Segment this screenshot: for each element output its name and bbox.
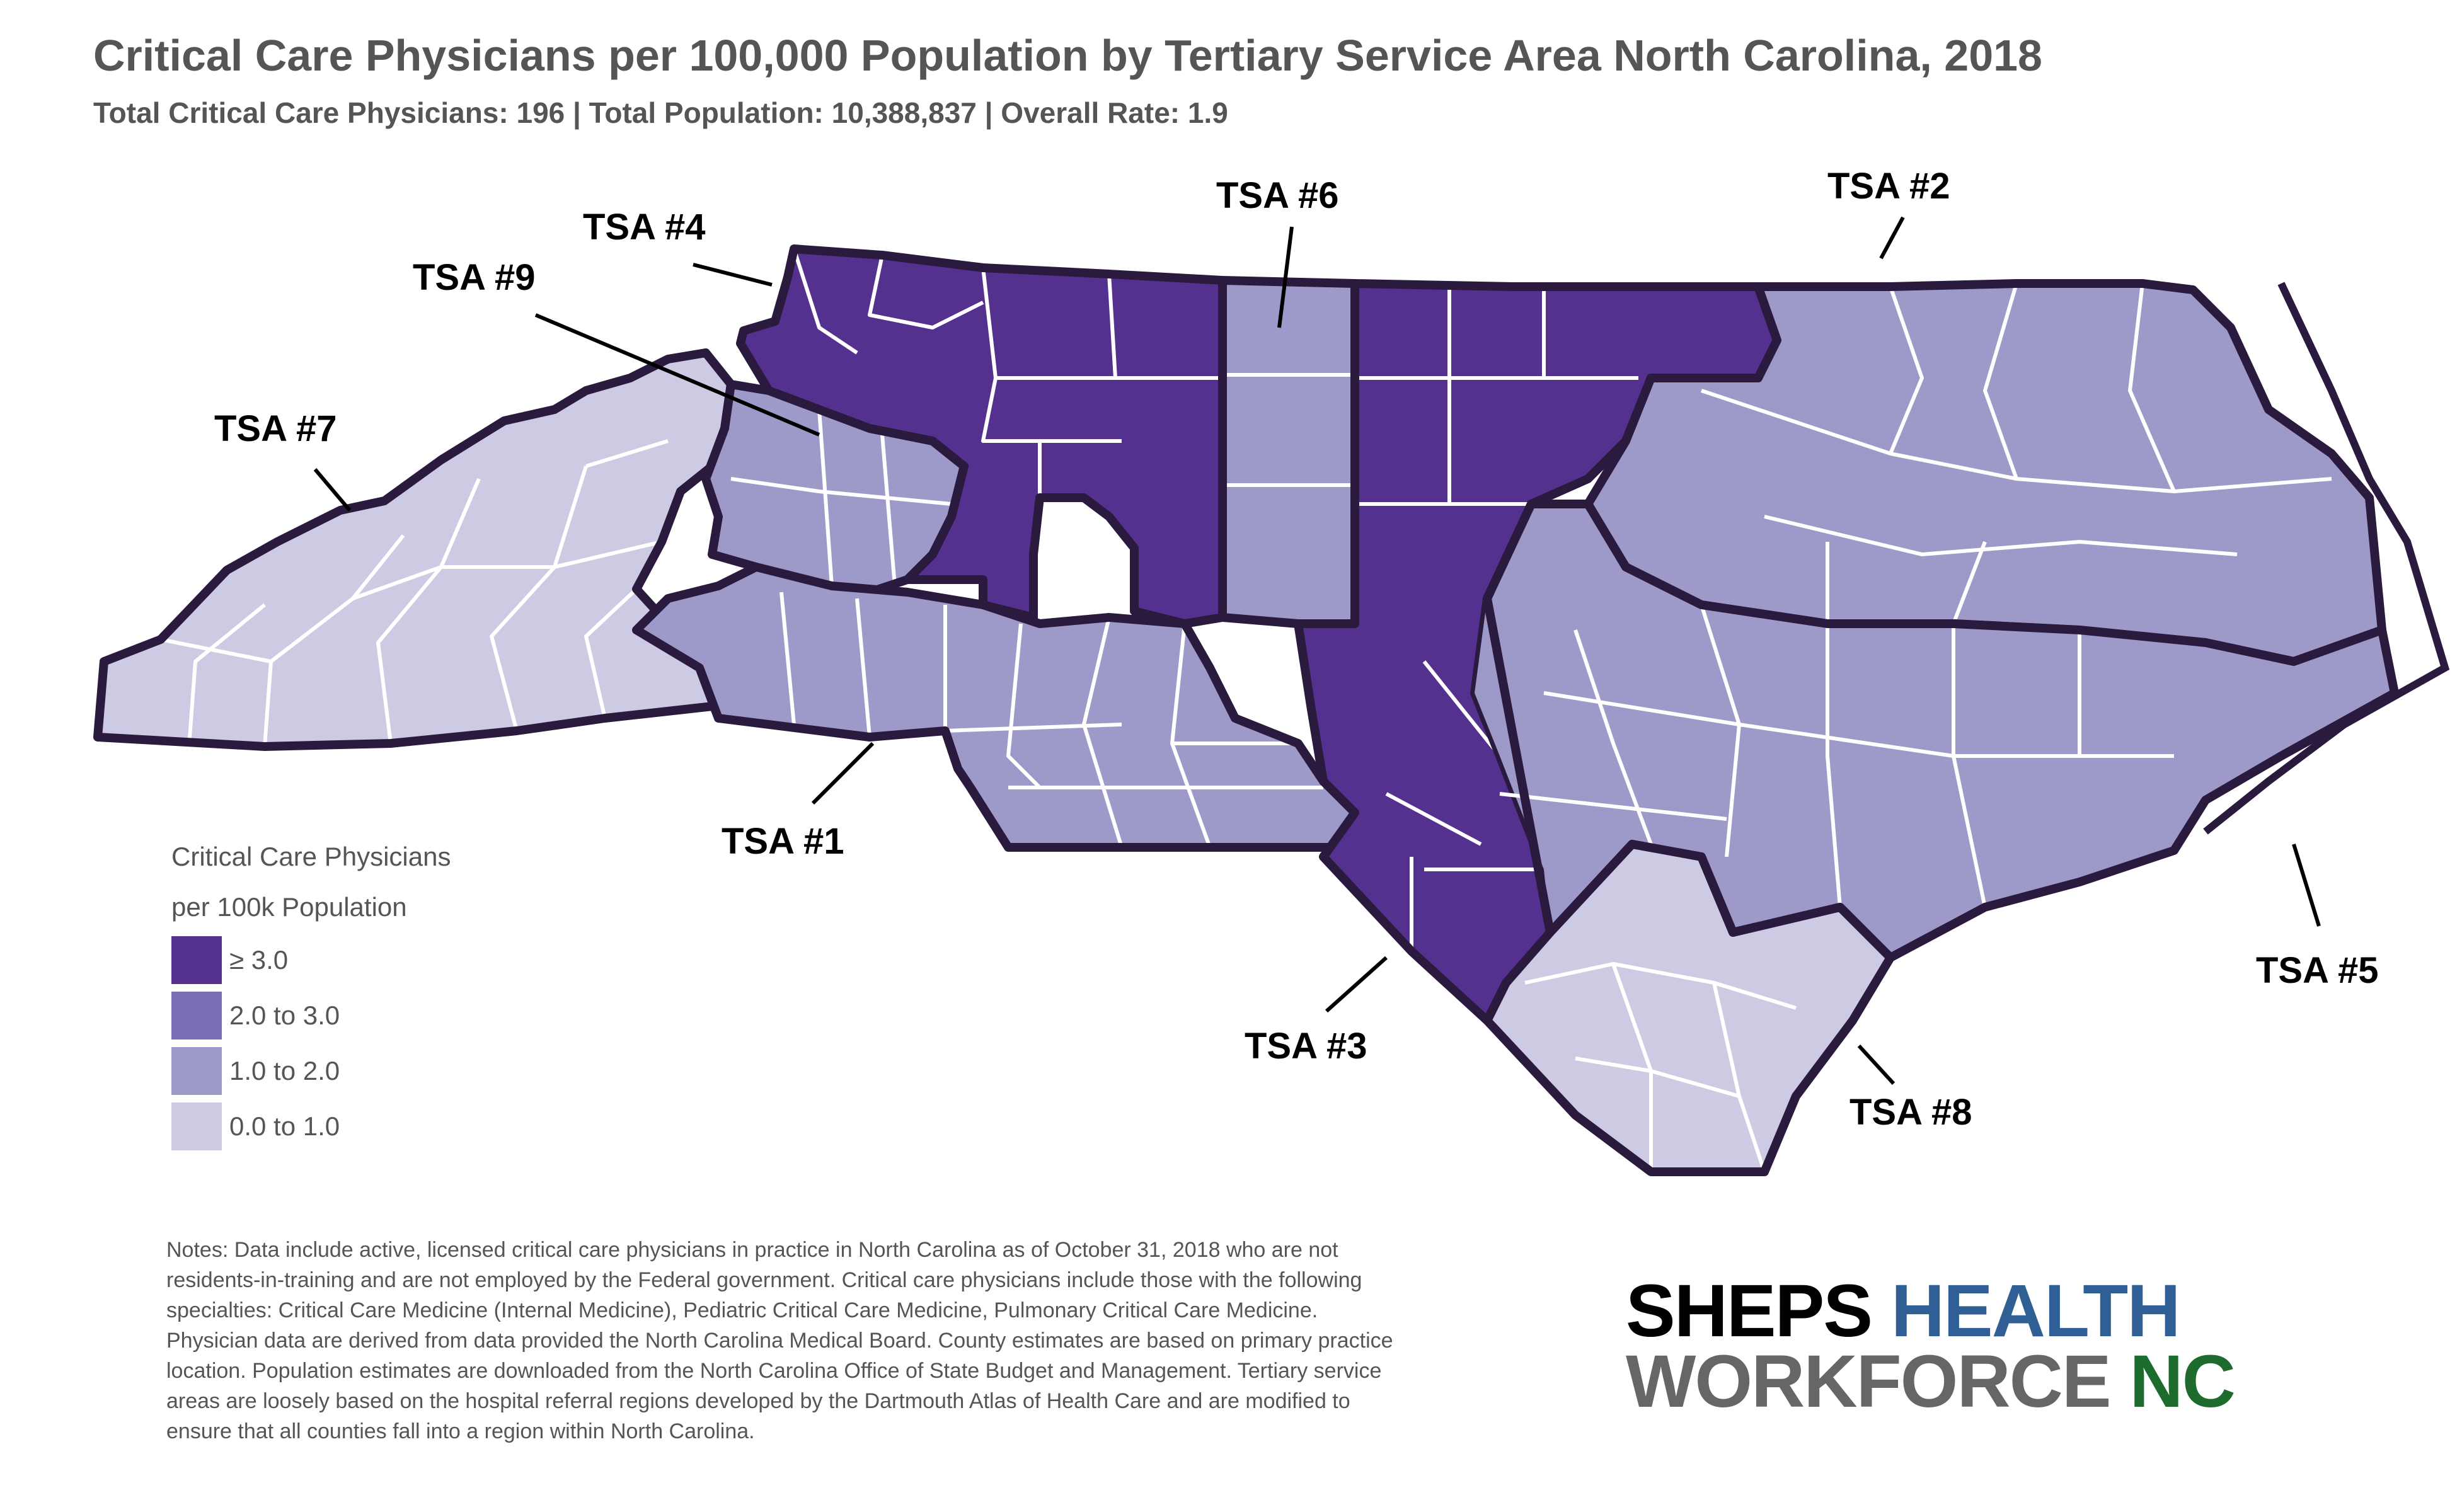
legend-swatch-0-to-1: [171, 1102, 222, 1150]
map-title: Critical Care Physicians per 100,000 Pop…: [93, 31, 2042, 80]
region-tsa-7: [93, 348, 735, 751]
tsa-2-county-lines: [1701, 283, 2332, 625]
tsa-2-label: TSA #2: [1827, 166, 1950, 207]
tsa-8-area: [1487, 844, 1890, 1172]
legend-item: ≥ 3.0: [171, 932, 451, 988]
tsa-3-leader: [1325, 956, 1388, 1013]
legend-label-3-plus: ≥ 3.0: [229, 945, 289, 975]
tsa-4-label: TSA #4: [583, 207, 705, 248]
logo-word-workforce: WORKFORCE: [1626, 1340, 2112, 1423]
logo-row-2: WORKFORCE NC: [1626, 1344, 2236, 1419]
tsa-9-leader: [534, 313, 820, 437]
tsa-1-area: [636, 567, 1361, 847]
legend-label-0-to-1: 0.0 to 1.0: [229, 1111, 340, 1141]
logo-word-health: HEALTH: [1890, 1269, 2181, 1353]
outer-banks: [2203, 282, 2450, 835]
sheps-logo: SHEPS HEALTH WORKFORCE NC: [1626, 1274, 2236, 1419]
tsa-3-county-lines: [1355, 287, 1638, 951]
legend: Critical Care Physicians per 100k Popula…: [171, 832, 451, 1154]
region-tsa-8: [1483, 840, 1895, 1176]
tsa-9-county-lines: [730, 409, 952, 587]
tsa-9-label: TSA #9: [413, 257, 535, 298]
tsa-7-area: [98, 353, 731, 747]
tsa-6-area: [1222, 280, 1355, 624]
logo-word-nc: NC: [2129, 1340, 2235, 1423]
legend-swatch-1-to-2: [171, 1047, 222, 1095]
tsa-1-leader: [811, 742, 875, 805]
legend-item: 0.0 to 1.0: [171, 1099, 451, 1154]
region-tsa-1: [632, 563, 1366, 852]
legend-item: 2.0 to 3.0: [171, 988, 451, 1043]
logo-word-sheps: SHEPS: [1626, 1269, 1873, 1353]
tsa-5-county-lines: [1499, 604, 2174, 908]
tsa-4-leader: [693, 263, 773, 287]
legend-label-1-to-2: 1.0 to 2.0: [229, 1056, 340, 1085]
notes-text: Notes: Data include active, licensed cri…: [166, 1238, 1393, 1443]
legend-title-line-1: Critical Care Physicians: [171, 842, 451, 871]
tsa-2-leader: [1879, 216, 1905, 260]
legend-label-2-to-3: 2.0 to 3.0: [229, 1000, 340, 1030]
logo-row-1: SHEPS HEALTH: [1626, 1274, 2235, 1348]
tsa-4-county-lines: [792, 248, 1222, 498]
tsa-7-leader: [313, 468, 352, 512]
tsa-4-outline: [736, 244, 1227, 628]
tsa-7-label: TSA #7: [214, 408, 337, 449]
legend-title-line-2: per 100k Population: [171, 892, 407, 922]
tsa-1-label: TSA #1: [722, 821, 844, 862]
tsa-3-label: TSA #3: [1245, 1026, 1367, 1067]
tsa-8-label: TSA #8: [1849, 1092, 1972, 1133]
tsa-4-area: [740, 249, 1222, 624]
tsa-5-label: TSA #5: [2256, 950, 2378, 991]
legend-swatch-3-plus: [171, 936, 222, 984]
tsa-8-leader: [1857, 1044, 1895, 1085]
tsa-3-area: [1298, 284, 1777, 1021]
tsa-6-leader: [1277, 226, 1294, 328]
tsa-labels: TSA #4 TSA #9 TSA #7 TSA #6 TSA #2 TSA #…: [214, 166, 2378, 1133]
tsa-7-outline: [93, 348, 735, 751]
tsa-8-county-lines: [1524, 962, 1797, 1172]
map-subtitle: Total Critical Care Physicians: 196 | To…: [93, 96, 1228, 129]
region-tsa-4: [736, 244, 1227, 628]
legend-item: 1.0 to 2.0: [171, 1043, 451, 1099]
tsa-6-label: TSA #6: [1216, 175, 1338, 216]
tsa-1-county-lines: [779, 592, 1323, 849]
tsa-1-outline: [632, 563, 1366, 852]
legend-swatch-2-to-3: [171, 992, 222, 1040]
tsa-6-county-lines: [1222, 373, 1355, 487]
tsa-8-outline: [1483, 840, 1895, 1176]
tsa-5-leader: [2292, 844, 2321, 927]
region-tsa-6: [1218, 276, 1359, 628]
tsa-7-county-lines: [160, 439, 669, 747]
